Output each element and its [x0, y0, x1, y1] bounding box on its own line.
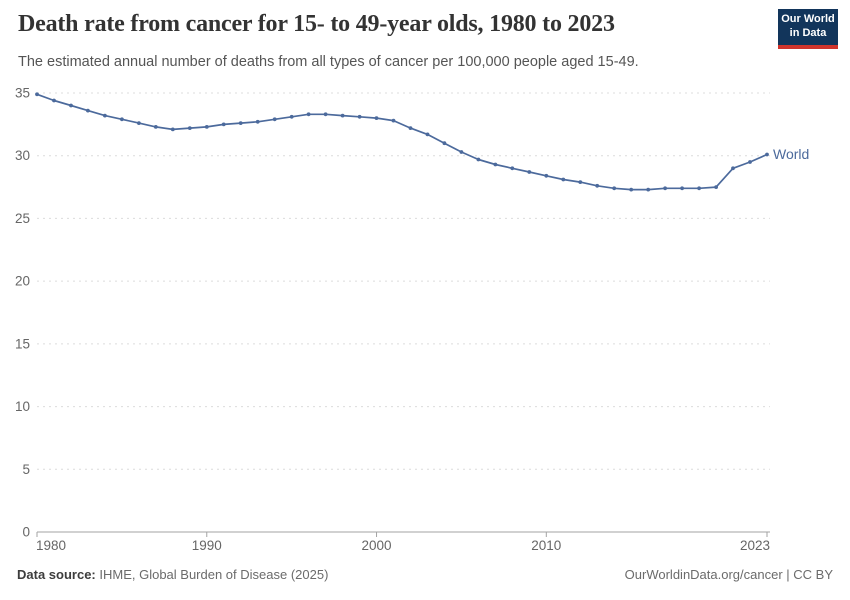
data-point-1989 [187, 126, 192, 130]
y-tick-label-5: 5 [22, 462, 30, 477]
y-tick-label-20: 20 [15, 274, 30, 289]
data-point-1996 [306, 112, 311, 117]
data-point-1995 [289, 114, 294, 119]
data-point-2002 [408, 126, 413, 130]
data-point-2007 [493, 162, 498, 167]
data-point-1988 [170, 127, 175, 132]
y-tick-label-15: 15 [15, 336, 30, 351]
series-line-world [36, 93, 768, 191]
data-point-1985 [120, 117, 124, 122]
data-point-2000 [374, 116, 379, 120]
data-point-1983 [86, 108, 90, 113]
data-point-1986 [137, 121, 141, 125]
chart-title: Death rate from cancer for 15- to 49-yea… [18, 11, 615, 37]
data-point-2006 [476, 157, 481, 162]
y-tick-label-25: 25 [15, 211, 30, 226]
x-tick-label-1990: 1990 [192, 538, 222, 553]
x-tick-label-2000: 2000 [362, 538, 392, 553]
data-point-2010 [544, 173, 549, 178]
data-point-2001 [391, 118, 396, 123]
data-point-1991 [221, 122, 226, 127]
data-point-1993 [255, 119, 260, 124]
data-point-1987 [153, 125, 158, 129]
series-end-label: World [773, 146, 809, 162]
data-point-2005 [459, 150, 464, 154]
data-point-1998 [340, 113, 345, 118]
data-point-2008 [510, 166, 515, 171]
data-point-2022 [748, 160, 752, 164]
data-point-2014 [612, 186, 617, 191]
data-point-1992 [238, 121, 243, 125]
data-point-2023 [765, 152, 769, 157]
data-source-note: Data source: IHME, Global Burden of Dise… [17, 567, 328, 582]
data-point-1997 [323, 112, 328, 117]
data-point-2003 [425, 132, 430, 137]
owid-logo-line1: Our World [781, 13, 835, 26]
owid-logo: Our World in Data [778, 9, 838, 49]
data-point-2009 [527, 170, 532, 174]
data-source-label: Data source: [17, 567, 96, 582]
y-tick-label-0: 0 [22, 525, 30, 540]
data-point-2021 [731, 166, 735, 171]
data-point-1980 [35, 92, 39, 97]
data-point-2015 [629, 187, 634, 192]
data-point-2013 [595, 183, 600, 188]
credit-link: OurWorldinData.org/cancer | CC BY [624, 567, 833, 582]
chart-footer: Data source: IHME, Global Burden of Dise… [17, 567, 833, 582]
data-point-1981 [52, 98, 56, 103]
data-point-1990 [204, 125, 209, 129]
data-point-2018 [680, 186, 684, 191]
data-point-2004 [442, 141, 447, 146]
data-point-1984 [103, 113, 107, 118]
data-point-2019 [697, 186, 701, 191]
x-tick-label-1980: 1980 [36, 538, 66, 553]
data-point-2012 [578, 180, 583, 185]
data-point-2016 [646, 187, 651, 192]
data-point-1994 [272, 117, 277, 122]
y-tick-label-30: 30 [15, 148, 30, 163]
owid-logo-line2: in Data [789, 27, 827, 39]
chart-subtitle: The estimated annual number of deaths fr… [18, 54, 639, 70]
data-point-2017 [663, 186, 667, 191]
data-point-2011 [561, 177, 566, 182]
y-tick-label-10: 10 [15, 399, 30, 414]
x-tick-label-2023: 2023 [740, 538, 770, 553]
x-tick-label-2010: 2010 [531, 538, 561, 553]
y-tick-label-35: 35 [15, 86, 30, 101]
data-source-value: IHME, Global Burden of Disease (2025) [95, 567, 329, 582]
data-point-1999 [357, 114, 362, 119]
data-point-1982 [69, 103, 73, 108]
data-point-2020 [714, 185, 718, 190]
